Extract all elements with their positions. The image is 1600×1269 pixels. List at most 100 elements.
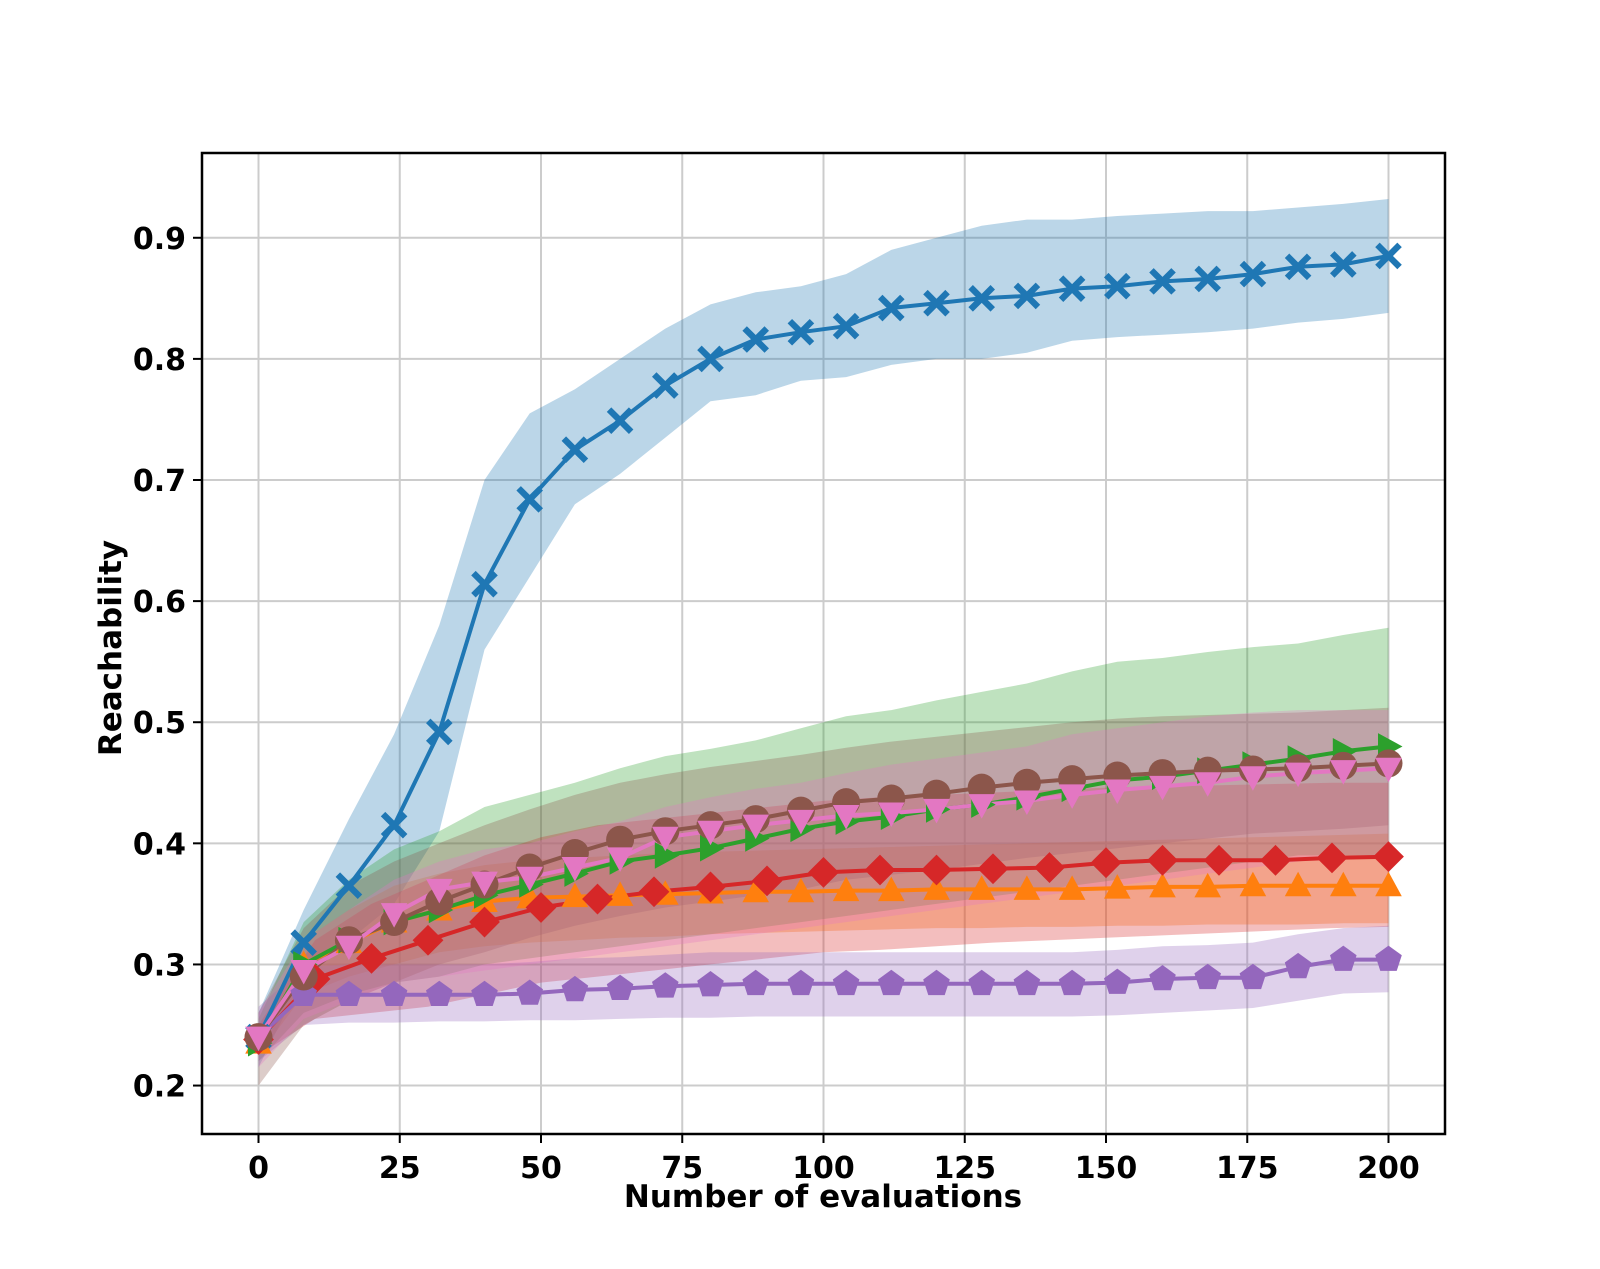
y-tick-label: 0.6 bbox=[133, 585, 186, 620]
series-orange-marker bbox=[1375, 871, 1402, 897]
series-pink-marker bbox=[652, 826, 679, 852]
series-orange-marker bbox=[1013, 875, 1041, 900]
series-blue-line bbox=[256, 253, 1389, 1038]
series-markers bbox=[243, 242, 1404, 1057]
series-red-marker bbox=[1373, 841, 1404, 873]
series-blue-marker bbox=[1104, 272, 1131, 300]
series-blue-marker bbox=[1375, 242, 1402, 270]
x-tick-label: 200 bbox=[1357, 1151, 1420, 1186]
x-tick-label: 175 bbox=[1216, 1151, 1279, 1186]
y-tick-label: 0.3 bbox=[133, 948, 186, 983]
series-purple-marker bbox=[1330, 945, 1357, 971]
series-pink-marker bbox=[335, 935, 363, 961]
series-pink-marker bbox=[1239, 766, 1267, 791]
y-tick-label: 0.7 bbox=[133, 464, 186, 499]
series-pink-marker bbox=[1375, 757, 1402, 783]
series-purple-marker bbox=[561, 975, 589, 1002]
series-blue-marker bbox=[652, 372, 679, 399]
axis-ticks: 0 25 50 75 100 125 150 175 200 0.2 0.3 0.4 0.5 0.6 0.7… bbox=[133, 222, 1420, 1186]
series-pink-marker bbox=[787, 809, 815, 835]
series-green-marker bbox=[700, 834, 725, 862]
series-blue-marker bbox=[878, 294, 905, 322]
series-pink-marker bbox=[968, 794, 995, 819]
series-purple-marker bbox=[471, 980, 498, 1006]
series-purple-marker bbox=[426, 980, 453, 1006]
series-orange-marker bbox=[832, 876, 860, 902]
y-axis-title: Reachability bbox=[93, 540, 129, 756]
series-red-marker bbox=[751, 865, 783, 897]
series-blue-marker bbox=[516, 486, 543, 513]
x-tick-label: 25 bbox=[379, 1151, 421, 1186]
series-pink-marker bbox=[1284, 762, 1312, 788]
series-blue-marker bbox=[1330, 251, 1357, 278]
series-purple-marker bbox=[516, 979, 543, 1005]
x-tick-label: 0 bbox=[248, 1151, 269, 1186]
series-blue-marker bbox=[471, 570, 498, 598]
series-pink-marker bbox=[1194, 772, 1221, 797]
series-purple-marker bbox=[1058, 969, 1086, 996]
y-tick-label: 0.2 bbox=[133, 1070, 186, 1105]
series-red-marker bbox=[1090, 847, 1122, 879]
series-purple-marker bbox=[1013, 969, 1041, 996]
x-tick-label: 75 bbox=[661, 1151, 703, 1186]
series-pink-marker bbox=[923, 798, 950, 824]
grid bbox=[202, 153, 1445, 1134]
series-pink-marker bbox=[561, 857, 589, 882]
series-brown-marker bbox=[1012, 768, 1041, 797]
series-pink-marker bbox=[1013, 790, 1041, 815]
series-red-marker bbox=[356, 942, 387, 974]
series-orange-marker bbox=[1149, 872, 1176, 898]
series-purple-marker bbox=[606, 974, 634, 1000]
series-purple-band bbox=[258, 925, 1389, 1062]
series-green-marker bbox=[654, 842, 680, 869]
series-orange-marker bbox=[878, 876, 905, 902]
series-blue-marker bbox=[1058, 275, 1086, 302]
series-pink-marker bbox=[380, 903, 408, 928]
series-pink-marker bbox=[516, 866, 543, 892]
series-blue-marker bbox=[697, 345, 724, 373]
series-red-marker bbox=[1203, 844, 1235, 876]
series-blue-band bbox=[258, 199, 1389, 1068]
series-blue-marker bbox=[426, 718, 453, 746]
series-purple-marker bbox=[878, 969, 905, 996]
series-purple-marker bbox=[652, 972, 679, 998]
series-orange-marker bbox=[1194, 872, 1221, 898]
series-pink-marker bbox=[426, 878, 453, 904]
series-blue-marker bbox=[787, 318, 815, 346]
series-red-marker bbox=[864, 854, 896, 886]
y-tick-label: 0.9 bbox=[133, 222, 186, 257]
series-orange-marker bbox=[1104, 874, 1131, 899]
y-tick-label: 0.4 bbox=[133, 827, 186, 862]
series-pink-marker bbox=[1330, 760, 1357, 785]
series-red-marker bbox=[638, 876, 670, 908]
x-axis-title: Number of evaluations bbox=[624, 1179, 1022, 1215]
series-pink-marker bbox=[878, 802, 905, 828]
x-tick-label: 150 bbox=[1075, 1151, 1138, 1186]
series-orange-marker bbox=[787, 877, 815, 903]
series-blue-marker bbox=[1013, 282, 1041, 310]
series-pink-marker bbox=[742, 814, 769, 840]
series-pink-marker bbox=[471, 871, 498, 897]
series-red-marker bbox=[695, 871, 726, 903]
series-purple-marker bbox=[1194, 963, 1221, 990]
series-red-marker bbox=[1316, 842, 1348, 874]
series-purple-marker bbox=[1239, 963, 1267, 990]
series-purple-marker bbox=[832, 969, 860, 996]
series-blue-marker bbox=[290, 929, 317, 956]
series-pink-marker bbox=[245, 1026, 272, 1052]
y-tick-label: 0.8 bbox=[133, 343, 186, 378]
series-red-marker bbox=[977, 853, 1009, 885]
y-tick-label: 0.5 bbox=[133, 706, 186, 741]
series-purple-marker bbox=[1284, 952, 1312, 979]
series-blue-marker bbox=[1284, 253, 1312, 281]
x-tick-label: 100 bbox=[792, 1151, 855, 1186]
series-blue-marker bbox=[380, 811, 408, 839]
series-red-marker bbox=[412, 924, 444, 956]
series-red-marker bbox=[1147, 844, 1178, 876]
series-red-marker bbox=[525, 892, 557, 923]
series-pink-marker bbox=[1104, 779, 1131, 805]
series-purple-marker bbox=[1149, 965, 1176, 991]
series-blue-marker bbox=[1149, 268, 1176, 295]
series-blue-marker bbox=[1239, 260, 1267, 288]
